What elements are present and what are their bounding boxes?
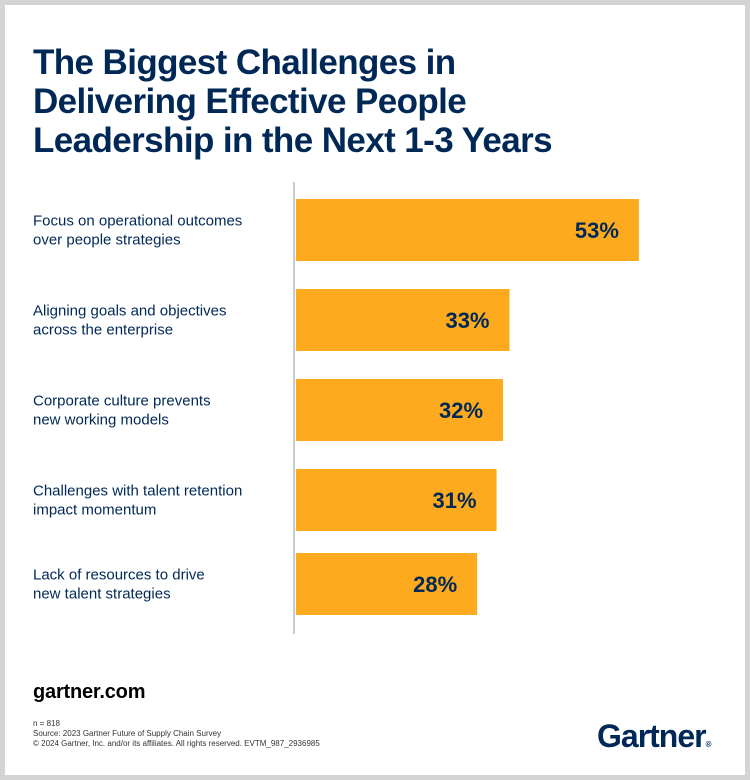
source-note: Source: 2023 Gartner Future of Supply Ch… — [33, 729, 222, 738]
category-label: Focus on operational outcomes — [33, 213, 242, 230]
title-line: Leadership in the Next 1-3 Years — [33, 121, 553, 160]
registered-mark-icon: ® — [705, 740, 712, 749]
category-label: Challenges with talent retention — [33, 483, 242, 500]
bar-chart: 53% Focus on operational outcomes over peo… — [33, 182, 639, 634]
logo-wordmark: Gartner — [597, 718, 707, 754]
category-label: new talent strategies — [33, 586, 171, 603]
value-label: 28% — [413, 572, 457, 597]
bar — [296, 379, 504, 441]
chart-title: The Biggest Challenges in Delivering Eff… — [33, 43, 673, 160]
title-line: Delivering Effective People — [33, 82, 467, 121]
gartner-logo: Gartner® — [597, 718, 712, 755]
category-label: Corporate culture prevents — [33, 393, 211, 410]
category-label: Aligning goals and objectives — [33, 303, 226, 320]
bar — [296, 289, 510, 351]
website-link[interactable]: gartner.com — [33, 681, 146, 703]
sample-size-note: n = 818 — [33, 719, 60, 728]
category-label: across the enterprise — [33, 322, 173, 339]
footnotes: n = 818 Source: 2023 Gartner Future of S… — [33, 719, 320, 749]
y-axis-line — [293, 182, 295, 634]
category-label: over people strategies — [33, 232, 181, 249]
category-label: impact momentum — [33, 502, 156, 519]
value-label: 32% — [439, 398, 483, 423]
bar — [296, 199, 639, 261]
category-label: new working models — [33, 412, 169, 429]
bar — [296, 469, 497, 531]
value-label: 31% — [433, 488, 477, 513]
bar — [296, 553, 478, 615]
infographic-card: The Biggest Challenges in Delivering Eff… — [5, 5, 745, 775]
value-label: 33% — [445, 308, 489, 333]
category-label: Lack of resources to drive — [33, 567, 205, 584]
value-label: 53% — [575, 218, 619, 243]
title-line: The Biggest Challenges in — [33, 43, 456, 82]
copyright-note: © 2024 Gartner, Inc. and/or its affiliat… — [33, 739, 320, 748]
